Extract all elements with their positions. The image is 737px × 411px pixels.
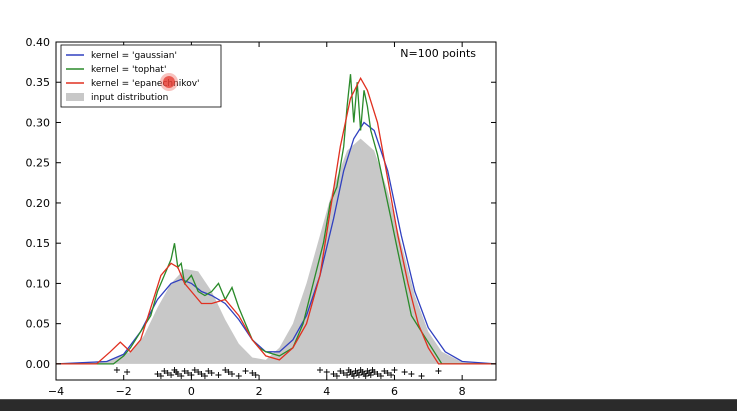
x-tick-label: −4: [48, 385, 64, 398]
sample-marker: [205, 368, 212, 374]
sample-marker: [333, 373, 340, 379]
x-tick-label: 2: [256, 385, 263, 398]
sample-marker: [198, 371, 205, 377]
x-tick-label: 6: [391, 385, 398, 398]
legend-swatch: [66, 93, 84, 101]
sample-marker: [355, 372, 362, 378]
series-line-tophat: [56, 74, 496, 365]
y-tick-label: 0.20: [26, 197, 51, 210]
y-tick-label: 0.25: [26, 157, 51, 170]
sample-marker: [330, 371, 337, 377]
sample-marker: [350, 373, 357, 379]
sample-marker: [185, 370, 191, 376]
legend: kernel = 'gaussian' kernel = 'tophat' kern…: [60, 44, 222, 108]
sample-marker: [154, 371, 161, 377]
sample-marker: [381, 368, 388, 374]
sample-marker: [208, 370, 215, 376]
sample-marker: [384, 370, 391, 376]
x-tick-label: 4: [323, 385, 330, 398]
sample-marker: [124, 369, 131, 375]
legend-label: kernel = 'epanechnikov': [91, 79, 200, 89]
sample-marker: [435, 368, 442, 374]
sample-marker: [362, 373, 369, 379]
legend-box: [60, 44, 222, 108]
sample-marker: [377, 373, 384, 379]
sample-marker: [367, 372, 374, 378]
sample-marker: [168, 372, 175, 378]
sample-marker: [157, 373, 164, 379]
sample-marker: [181, 368, 188, 374]
cursor-highlight: [163, 76, 175, 88]
bottom-bar: [0, 399, 737, 411]
sample-marker: [161, 368, 168, 374]
kde-chart: −4 −2 0 2 4 6 8 0.00 0.05 0.10 0.15 0.20 0.25 0.30 0.3…: [26, 36, 497, 398]
sample-marker: [174, 371, 181, 377]
x-tick-label: 8: [459, 385, 466, 398]
sample-marker: [229, 371, 235, 377]
legend-label: input distribution: [91, 93, 168, 103]
sample-marker: [344, 372, 351, 378]
sample-marker: [391, 367, 398, 373]
sample-marker: [337, 368, 344, 374]
sample-marker: [249, 370, 256, 376]
annotation-text: N=100 points: [400, 47, 476, 60]
sample-marker: [201, 373, 208, 379]
sample-marker: [113, 367, 120, 373]
sample-marker: [401, 369, 408, 375]
sample-marker: [418, 373, 425, 379]
legend-label: kernel = 'gaussian': [91, 51, 177, 61]
series-line-epanechnikov: [56, 76, 496, 365]
y-tick-label: 0.35: [26, 76, 51, 89]
series-line-gaussian: [55, 121, 497, 365]
sample-marker: [191, 367, 198, 373]
legend-label: kernel = 'tophat': [91, 65, 166, 75]
y-tick-label: 0.00: [26, 358, 51, 371]
y-tick-label: 0.15: [26, 237, 51, 250]
sample-marker: [252, 372, 259, 378]
sample-marker: [195, 369, 202, 375]
x-tick-label: −2: [116, 385, 132, 398]
sample-marker: [235, 373, 242, 379]
y-tick-label: 0.10: [26, 277, 51, 290]
sample-marker: [408, 371, 415, 377]
sample-marker: [374, 371, 381, 377]
sample-marker: [242, 368, 249, 374]
ticks-layer: −4 −2 0 2 4 6 8 0.00 0.05 0.10 0.15 0.20 0.25 0.30 0.3…: [26, 36, 496, 398]
sample-marker: [340, 370, 347, 376]
sample-marker: [371, 369, 378, 375]
sample-marker: [388, 372, 395, 378]
y-tick-label: 0.30: [26, 116, 51, 129]
samples-layer: [113, 367, 442, 379]
sample-marker: [178, 373, 185, 379]
sample-marker: [323, 369, 330, 375]
y-tick-label: 0.40: [26, 36, 51, 49]
y-tick-label: 0.05: [26, 318, 51, 331]
sample-marker: [222, 367, 229, 373]
sample-marker: [317, 367, 323, 373]
x-tick-label: 0: [188, 385, 195, 398]
sample-marker: [215, 372, 222, 378]
axes-box: [55, 41, 497, 381]
series-layer: [55, 74, 497, 365]
sample-marker: [225, 369, 232, 375]
sample-marker: [164, 370, 171, 376]
